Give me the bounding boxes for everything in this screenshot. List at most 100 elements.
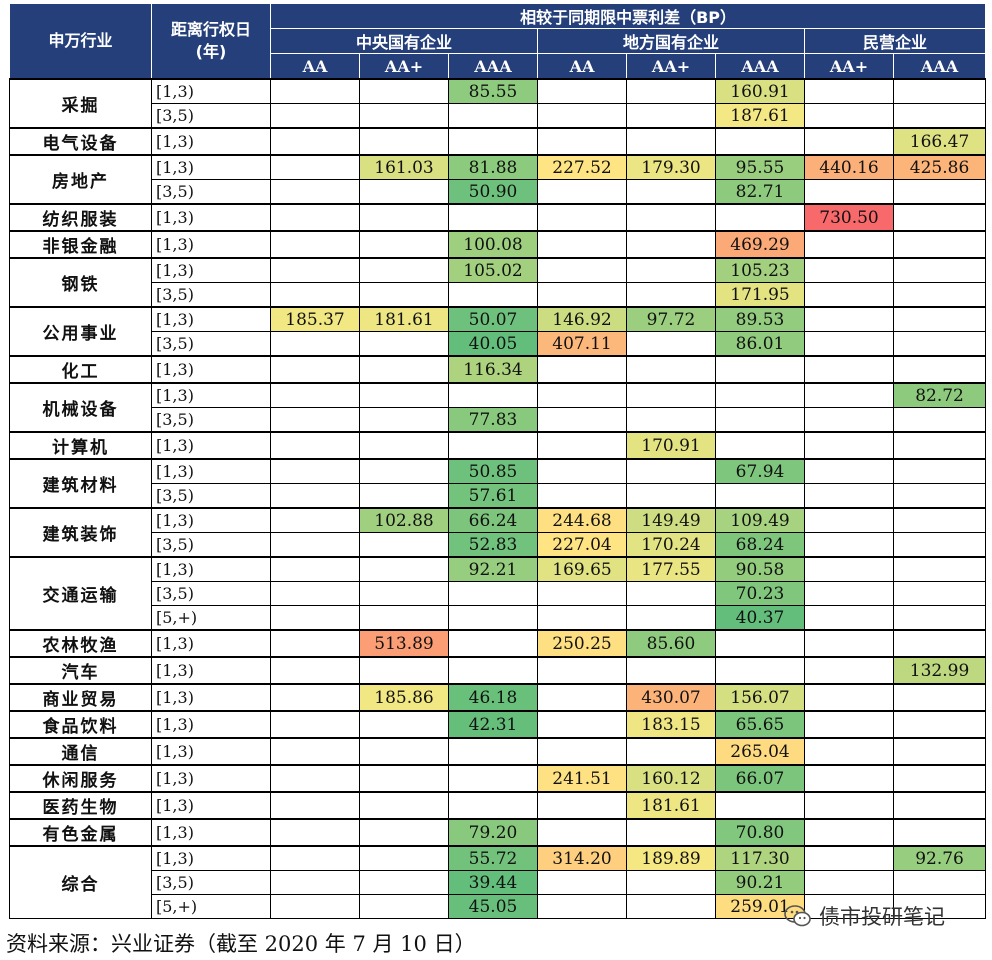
spread-cell (270, 683, 360, 712)
table-row: 纺织服装 [1,3) 730.50 (9, 203, 987, 232)
spread-cell (270, 179, 360, 205)
watermark-text: 债市投研笔记 (819, 905, 945, 929)
spread-cell (270, 764, 360, 793)
spread-cell (359, 257, 449, 283)
term-cell: [1,3) (151, 230, 271, 259)
table-row: [3,5) 40.05 407.11 86.01 (10, 331, 987, 357)
term-cell: [1,3) (151, 78, 271, 104)
spread-cell: 171.95 (715, 282, 805, 308)
spread-cell: 81.88 (448, 154, 538, 180)
source-note: 资料来源：兴业证券（截至 2020 年 7 月 10 日） (6, 932, 476, 956)
spread-cell (270, 532, 360, 558)
spread-cell (626, 179, 716, 205)
spread-cell (537, 458, 627, 484)
spread-cell (804, 282, 894, 308)
spread-cell (892, 532, 987, 558)
spread-cell (804, 458, 894, 484)
spread-cell (626, 656, 716, 685)
table-row: 机械设备 [1,3) 82.72 (9, 382, 987, 433)
spread-cell (804, 818, 894, 847)
table-row: [5,+) 40.37 (10, 605, 987, 631)
spread-cell (270, 870, 360, 895)
table-row: 休闲服务 [1,3) 241.51 160.12 66.07 (9, 764, 987, 793)
header-grade: AA (270, 53, 360, 80)
spread-cell (270, 382, 360, 408)
spread-cell (804, 791, 894, 820)
spread-cell: 70.23 (715, 581, 805, 606)
spread-cell: 161.03 (359, 154, 449, 180)
table-row: [3,5) 39.44 90.21 (10, 870, 987, 895)
spread-cell (626, 458, 716, 484)
spread-cell: 45.05 (448, 894, 538, 919)
term-cell: [5,+) (151, 894, 271, 919)
spread-cell (359, 407, 449, 433)
spread-cell (804, 845, 894, 871)
table-row: 建筑装饰 [1,3) 102.88 66.24 244.68 149.49 109.49 (9, 507, 987, 558)
spread-cell (626, 870, 716, 895)
spread-cell: 181.61 (359, 306, 449, 332)
industry-cell: 食品饮料 (9, 710, 152, 739)
spread-cell (359, 737, 449, 766)
spread-cell: 146.92 (537, 306, 627, 332)
spread-cell (537, 127, 627, 156)
spread-cell (804, 870, 894, 895)
spread-cell (892, 331, 987, 357)
spread-cell: 82.71 (715, 179, 805, 205)
spread-cell (359, 78, 449, 104)
spread-cell (537, 737, 627, 766)
spread-cell (359, 179, 449, 205)
spread-cell: 513.89 (359, 629, 449, 658)
spread-cell (270, 483, 360, 509)
spread-cell: 50.90 (448, 179, 538, 205)
spread-cell (270, 737, 360, 766)
term-cell: [1,3) (151, 355, 271, 384)
header-group-private: 民营企业 (803, 28, 987, 54)
spread-cell: 469.29 (715, 230, 805, 259)
spread-cell: 156.07 (715, 683, 805, 712)
spread-cell (359, 556, 449, 582)
spread-cell (270, 203, 360, 232)
spread-cell: 160.12 (626, 764, 716, 793)
spread-cell (270, 581, 360, 606)
header-grade: AA+ (626, 53, 716, 80)
spread-cell (359, 458, 449, 484)
spread-cell (359, 127, 449, 156)
table-row: [3,5) 70.23 (10, 581, 987, 606)
spread-cell (804, 127, 894, 156)
spread-cell (804, 764, 894, 793)
spread-cell: 314.20 (537, 845, 627, 871)
spread-cell (537, 605, 627, 631)
spread-cell (715, 407, 805, 433)
header-grade: AAA (715, 53, 805, 80)
spread-cell (892, 791, 987, 820)
industry-cell: 商业贸易 (9, 683, 152, 712)
spread-cell (537, 103, 627, 129)
table-row: 通信 [1,3) 265.04 (9, 737, 987, 766)
spread-cell: 117.30 (715, 845, 805, 871)
spread-cell (537, 791, 627, 820)
spread-cell (892, 818, 987, 847)
spread-cell (892, 710, 987, 739)
spread-cell (270, 656, 360, 685)
table-row: 非银金融 [1,3) 100.08 469.29 (9, 230, 987, 259)
spread-cell (804, 257, 894, 283)
table-row: 农林牧渔 [1,3) 513.89 250.25 85.60 (9, 629, 987, 658)
spread-cell: 100.08 (448, 230, 538, 259)
spread-cell (626, 331, 716, 357)
term-cell: [3,5) (151, 532, 271, 558)
spread-cell: 79.20 (448, 818, 538, 847)
spread-cell (270, 127, 360, 156)
spread-cell: 183.15 (626, 710, 716, 739)
spread-cell (270, 458, 360, 484)
spread-cell: 105.02 (448, 257, 538, 283)
spread-cell: 86.01 (715, 331, 805, 357)
spread-cell (537, 431, 627, 460)
spread-cell (626, 382, 716, 408)
spread-cell: 116.34 (448, 355, 538, 384)
spread-cell (804, 683, 894, 712)
industry-cell: 纺织服装 (9, 203, 152, 232)
term-cell: [3,5) (151, 331, 271, 357)
spread-cell (626, 407, 716, 433)
spread-cell (804, 507, 894, 533)
spread-cell (448, 431, 538, 460)
